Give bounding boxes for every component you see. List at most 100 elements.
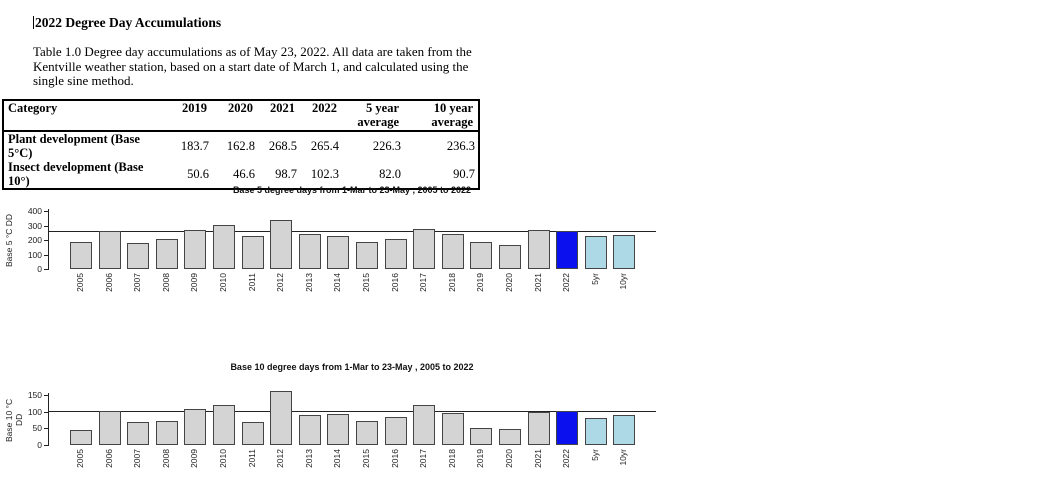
degree-day-table-header: Category 2019 2020 2021 2022 5 year avera… bbox=[3, 100, 479, 131]
degree-day-table-body: Plant development (Base 5°C) 183.7 162.8 26… bbox=[3, 131, 479, 189]
bar-2011 bbox=[241, 421, 264, 445]
bar-2021 bbox=[527, 412, 550, 445]
x-tick-label-2008: 2008 bbox=[160, 273, 171, 292]
column-header: 2020 bbox=[228, 101, 253, 115]
value-cell: 183.7 bbox=[180, 139, 209, 153]
bar-2010 bbox=[213, 224, 235, 269]
x-tick-label-2020: 2020 bbox=[504, 449, 514, 468]
column-header: Category bbox=[8, 101, 58, 115]
x-tick-label-2005: 2005 bbox=[75, 449, 85, 468]
reference-line bbox=[48, 410, 656, 412]
base10-degree-day-chart: Base 10 degree days from 1-Mar to 23-May… bbox=[0, 358, 700, 484]
value-cell: 82.0 bbox=[379, 167, 401, 181]
bar-2008 bbox=[155, 421, 178, 445]
table-caption: Table 1.0 Degree day accumulations as of… bbox=[33, 44, 472, 89]
table-row: Plant development (Base 5°C) 183.7 162.8 26… bbox=[3, 131, 479, 160]
bar-5yr bbox=[584, 236, 607, 269]
y-axis-line bbox=[48, 393, 49, 446]
bar-2017 bbox=[413, 228, 436, 269]
bar-2005 bbox=[70, 242, 92, 269]
x-tick-label-2016: 2016 bbox=[389, 273, 400, 292]
x-tick-label-5yr: 5yr bbox=[589, 273, 600, 285]
bar-2016 bbox=[384, 417, 407, 445]
x-tick-label-2012: 2012 bbox=[275, 449, 286, 468]
x-tick-label-2022: 2022 bbox=[561, 449, 572, 468]
x-tick-label-2019: 2019 bbox=[475, 449, 486, 468]
column-header: 10 year average bbox=[431, 101, 473, 129]
x-tick-label-2010: 2010 bbox=[218, 449, 228, 468]
x-tick-label-2007: 2007 bbox=[132, 449, 143, 468]
x-tick-label-2014: 2014 bbox=[332, 449, 343, 468]
value-cell: 90.7 bbox=[453, 167, 475, 181]
value-cell: 46.6 bbox=[233, 167, 255, 181]
value-cell: 265.4 bbox=[310, 139, 339, 153]
y-tick-label: 100 bbox=[27, 249, 42, 260]
bar-2013 bbox=[298, 415, 321, 445]
x-tick-label-2015: 2015 bbox=[361, 273, 371, 292]
x-tick-label-2009: 2009 bbox=[189, 449, 200, 468]
bar-2020 bbox=[499, 245, 521, 269]
y-tick-label: 0 bbox=[37, 264, 42, 274]
page-title-text: 2022 Degree Day Accumulations bbox=[35, 15, 222, 30]
x-tick-label-2010: 2010 bbox=[218, 273, 228, 292]
value-cell: 162.8 bbox=[226, 139, 255, 153]
x-tick-label-2013: 2013 bbox=[303, 449, 314, 468]
y-tick bbox=[44, 225, 48, 227]
x-tick-label-2018: 2018 bbox=[446, 449, 457, 468]
value-cell: 268.5 bbox=[268, 139, 297, 153]
bar-2010 bbox=[213, 404, 235, 445]
x-tick-label-2018: 2018 bbox=[446, 273, 457, 292]
x-tick-label-2006: 2006 bbox=[103, 273, 114, 292]
y-tick bbox=[44, 269, 48, 270]
value-cell: 50.6 bbox=[187, 167, 209, 181]
category-cell: Insect development (Base 10°) bbox=[8, 160, 144, 188]
degree-day-table: Category 2019 2020 2021 2022 5 year avera… bbox=[2, 99, 480, 190]
y-tick bbox=[44, 254, 48, 256]
caption-line-2: Kentville weather station, based on a st… bbox=[33, 58, 469, 74]
x-tick-label-2011: 2011 bbox=[246, 273, 257, 292]
y-tick bbox=[44, 445, 48, 446]
x-tick-label-2020: 2020 bbox=[504, 273, 514, 292]
bar-10yr bbox=[613, 414, 636, 445]
y-tick bbox=[44, 411, 48, 413]
category-cell: Plant development (Base 5°C) bbox=[8, 132, 140, 160]
bar-2021 bbox=[527, 230, 550, 269]
bar-2019 bbox=[470, 428, 493, 445]
base5-degree-day-chart: Base 5 degree days from 1-Mar to 23-May … bbox=[0, 183, 700, 315]
x-tick-label-2014: 2014 bbox=[332, 273, 343, 292]
x-tick-label-2021: 2021 bbox=[532, 273, 543, 292]
bar-2016 bbox=[384, 238, 407, 269]
y-tick bbox=[44, 395, 48, 396]
bar-2009 bbox=[184, 229, 207, 269]
x-tick-label-2006: 2006 bbox=[103, 449, 114, 468]
bar-2018 bbox=[441, 412, 464, 445]
caption-line-3: single sine method. bbox=[33, 73, 134, 89]
y-tick-label: 200 bbox=[27, 235, 42, 245]
x-tick-label-2015: 2015 bbox=[361, 449, 371, 468]
column-header: 5 year average bbox=[357, 101, 399, 129]
x-tick-label-10yr: 10yr bbox=[618, 449, 629, 466]
bar-2014 bbox=[327, 235, 350, 269]
table-row: Insect development (Base 10°) 50.6 46.6 98.… bbox=[3, 160, 479, 189]
y-tick bbox=[44, 211, 48, 212]
bar-2011 bbox=[241, 236, 264, 269]
y-tick bbox=[44, 428, 48, 430]
bar-2015 bbox=[356, 242, 378, 269]
bar-2008 bbox=[155, 239, 178, 269]
value-cell: 98.7 bbox=[275, 167, 297, 181]
text-cursor bbox=[33, 16, 34, 29]
y-tick-label: 300 bbox=[27, 220, 42, 231]
x-tick-label-2017: 2017 bbox=[418, 273, 429, 292]
bar-5yr bbox=[584, 417, 607, 445]
bar-10yr bbox=[613, 234, 636, 269]
column-header: 2019 bbox=[182, 101, 207, 115]
bar-2019 bbox=[470, 242, 493, 269]
x-tick-label-2021: 2021 bbox=[532, 449, 543, 468]
bar-2022 bbox=[556, 410, 579, 445]
x-tick-label-2009: 2009 bbox=[189, 273, 200, 292]
column-header: 2021 bbox=[270, 101, 295, 115]
chart-title: Base 10 degree days from 1-Mar to 23-May… bbox=[230, 362, 474, 372]
y-tick-label: 0 bbox=[37, 440, 42, 450]
bar-2022 bbox=[556, 230, 579, 269]
x-tick-label-2013: 2013 bbox=[303, 273, 314, 292]
